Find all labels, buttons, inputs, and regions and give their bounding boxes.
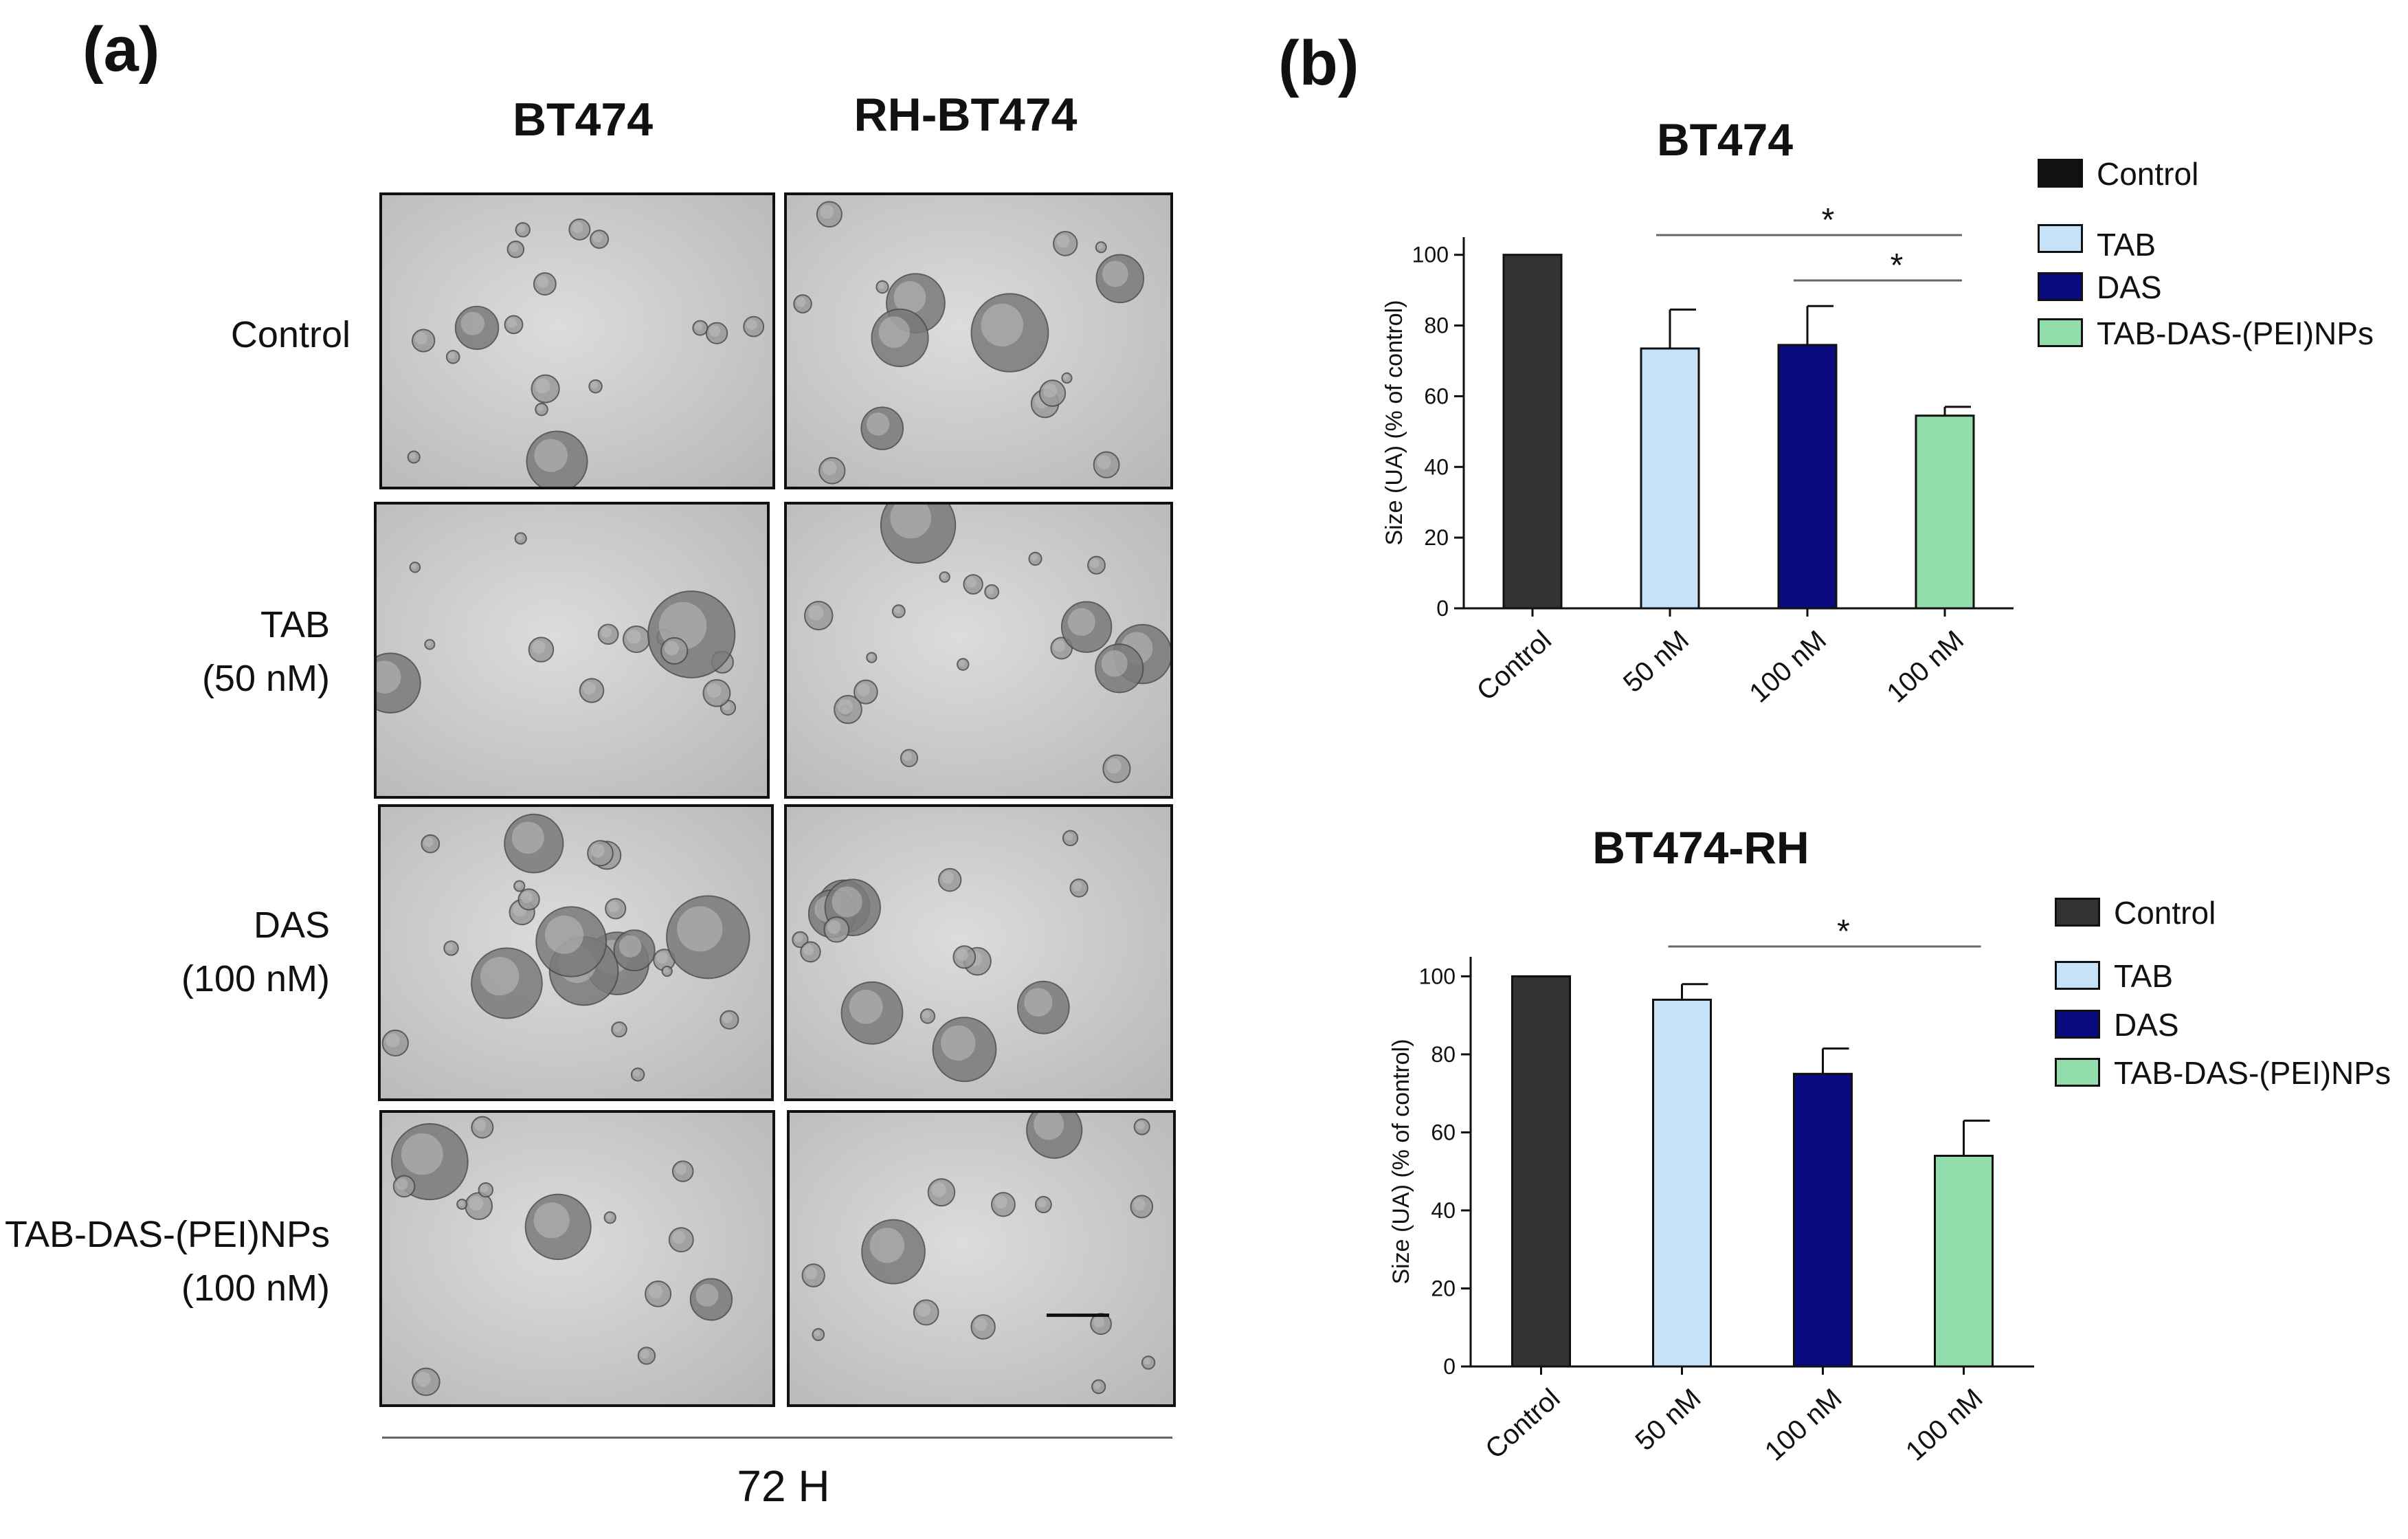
chart2-xtick-label-2: 100 nM	[1759, 1383, 1848, 1467]
micrograph-rh-bt474-tab	[784, 502, 1173, 799]
time-divider	[382, 1437, 1172, 1439]
chart2-legend: Control TAB DAS TAB-DAS-(PEI)NPs	[2055, 894, 2405, 1114]
micrograph-rh-bt474-control	[784, 192, 1173, 489]
micrograph-rh-bt474-das	[784, 804, 1173, 1101]
chart1-ytick-label-1: 20	[1424, 525, 1449, 550]
chart2-ytick-label-3: 60	[1431, 1120, 1456, 1144]
chart1-xtick-label-3: 100 nM	[1881, 625, 1970, 709]
time-label: 72 H	[737, 1461, 830, 1511]
chart1-ytick-label-0: 0	[1436, 596, 1449, 621]
chart1-sig-star-1: *	[1891, 247, 1904, 284]
chart1-xtick-label-2: 100 nM	[1743, 625, 1832, 709]
chart2-ytick-label-1: 20	[1431, 1276, 1456, 1300]
chart1-xtick-label-0: Control	[1471, 625, 1557, 707]
chart1-bar-0	[1502, 254, 1563, 610]
chart1-ytick-label-2: 40	[1424, 454, 1449, 479]
chart2-sig-star-0: *	[1837, 914, 1850, 950]
row-label-tab: TAB (50 nM)	[201, 604, 330, 699]
chart2-ytick-label-2: 40	[1431, 1198, 1456, 1223]
chart2-bar-3	[1934, 1154, 1994, 1368]
chart2-svg: 0 20 40 60 80 100 Size (UA) (% of control) Cont…	[1388, 914, 2034, 1467]
column-header-bt474: BT474	[512, 93, 654, 146]
chart1-ylabel: Size (UA) (% of control)	[1381, 300, 1407, 545]
chart1-ytick-label-4: 80	[1424, 313, 1449, 338]
chart2-ytick-label-5: 100	[1419, 964, 1456, 988]
column-header-rh-bt474: RH-BT474	[854, 89, 1078, 141]
micrograph-bt474-das	[378, 804, 774, 1101]
chart2-ytick-label-0: 0	[1443, 1354, 1456, 1379]
chart1-sig-star-0: *	[1822, 202, 1835, 239]
chart1-bar-2	[1777, 344, 1838, 610]
micrograph-bt474-tab	[374, 502, 770, 799]
chart2-title: BT474-RH	[1592, 822, 1809, 873]
chart2-xtick-label-1: 50 nM	[1629, 1383, 1706, 1457]
chart1-bar-3	[1915, 414, 1975, 610]
chart2-bar-1	[1652, 998, 1712, 1368]
panel-b-letter: (b)	[1278, 28, 1359, 98]
chart1-legend: Control TAB DAS TAB-DAS-(PEI)NPs	[2038, 155, 2395, 375]
chart2-bar-2	[1793, 1072, 1853, 1368]
panel-a-letter: (a)	[82, 14, 160, 85]
chart2-ylabel: Size (UA) (% of control)	[1388, 1039, 1414, 1284]
micrograph-bt474-tab-das-nps	[379, 1110, 775, 1407]
chart1-ytick-label-3: 60	[1424, 384, 1449, 408]
row-label-tab-das-nps: TAB-DAS-(PEI)NPs (100 nM)	[4, 1214, 330, 1309]
micrograph-rh-bt474-tab-das-nps	[787, 1110, 1176, 1407]
row-label-das: DAS (100 nM)	[181, 905, 330, 999]
chart2-xtick-label-0: Control	[1480, 1383, 1565, 1465]
chart1-xtick-label-1: 50 nM	[1618, 625, 1695, 698]
chart1-bar-1	[1640, 347, 1700, 610]
row-label-control: Control	[230, 314, 350, 355]
chart2-ytick-label-4: 80	[1431, 1042, 1456, 1067]
chart1-ytick-label-5: 100	[1412, 243, 1449, 267]
chart1-title: BT474	[1656, 114, 1794, 165]
chart1-svg: 0 20 40 60 80 100 Size (UA) (% of control) Cont…	[1381, 202, 2014, 709]
chart2-xtick-label-3: 100 nM	[1900, 1383, 1989, 1467]
micrograph-bt474-control	[379, 192, 775, 489]
chart2-bar-0	[1511, 975, 1571, 1368]
